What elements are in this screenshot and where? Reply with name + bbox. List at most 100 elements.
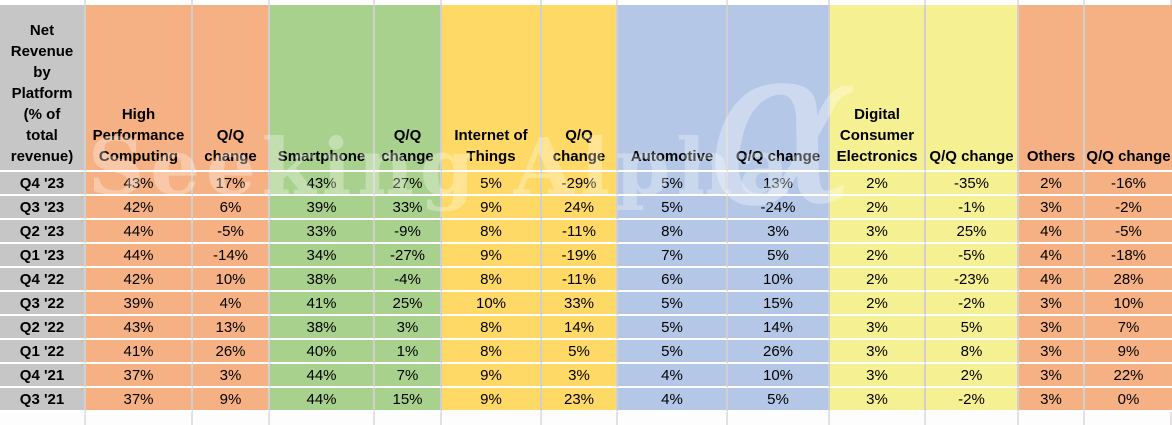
table-cell: 2% (830, 196, 926, 220)
table-cell: 43% (270, 172, 375, 196)
table-cell: 2% (926, 364, 1019, 388)
table-cell: 5% (618, 292, 728, 316)
table-cell: 38% (270, 316, 375, 340)
table-cell: 2% (830, 172, 926, 196)
table-cell: 44% (270, 388, 375, 412)
table-cell: 5% (542, 340, 618, 364)
table-cell: 44% (270, 364, 375, 388)
table-cell: 7% (375, 364, 442, 388)
table-cell: 3% (1019, 388, 1085, 412)
table-cell: 26% (193, 340, 270, 364)
table-cell: 33% (542, 292, 618, 316)
table-cell: 3% (1019, 196, 1085, 220)
table-cell: 4% (193, 292, 270, 316)
table-cell: 27% (375, 172, 442, 196)
table-cell: 5% (618, 340, 728, 364)
grid-strip-cell (830, 0, 926, 5)
table-cell: 42% (86, 196, 193, 220)
table-cell: 4% (1019, 220, 1085, 244)
grid-strip-cell (375, 0, 442, 5)
table-cell: -19% (542, 244, 618, 268)
table-cell: 9% (193, 388, 270, 412)
table-cell: 8% (442, 340, 542, 364)
table-row: Q3 '23 42% 6% 39% 33% 9% 24% 5% -24% 2% -1% 3% -2% (0, 196, 1172, 220)
table-cell: 10% (1085, 292, 1172, 316)
grid-strip-cell (618, 412, 728, 425)
table-cell: 3% (1019, 292, 1085, 316)
table-cell: 9% (442, 364, 542, 388)
table-row: Q3 '21 37% 9% 44% 15% 9% 23% 4% 5% 3% -2% 3% 0% (0, 388, 1172, 412)
table-cell: 3% (193, 364, 270, 388)
table-cell: 3% (1019, 316, 1085, 340)
table-cell: 34% (270, 244, 375, 268)
grid-strip-cell (1085, 412, 1172, 425)
grid-strip-cell (1019, 412, 1085, 425)
table-cell: 7% (1085, 316, 1172, 340)
table-cell: 3% (1019, 340, 1085, 364)
table-cell: -1% (926, 196, 1019, 220)
column-header: Q/Q change (542, 5, 618, 172)
column-header: Internet of Things (442, 5, 542, 172)
row-label: Q2 '23 (0, 220, 86, 244)
grid-strip-cell (926, 412, 1019, 425)
row-label: Q4 '23 (0, 172, 86, 196)
table-cell: 2% (830, 268, 926, 292)
grid-strip-cell (0, 0, 86, 5)
row-label: Q1 '22 (0, 340, 86, 364)
table-cell: 5% (728, 244, 830, 268)
table-row: Q1 '22 41% 26% 40% 1% 8% 5% 5% 26% 3% 8% 3% 9% (0, 340, 1172, 364)
column-header: Q/Q change (375, 5, 442, 172)
table-cell: 10% (728, 268, 830, 292)
table-cell: -27% (375, 244, 442, 268)
grid-strip-cell (542, 0, 618, 5)
bottom-grid-strip (0, 412, 1172, 425)
row-label: Q4 '22 (0, 268, 86, 292)
table-cell: 5% (926, 316, 1019, 340)
row-label: Q3 '23 (0, 196, 86, 220)
column-header: Q/Q change (1085, 5, 1172, 172)
grid-strip-cell (442, 0, 542, 5)
table-cell: -5% (193, 220, 270, 244)
grid-strip-cell (0, 412, 86, 425)
table-cell: 10% (442, 292, 542, 316)
table-cell: 3% (830, 220, 926, 244)
table-cell: 25% (375, 292, 442, 316)
table-cell: 8% (442, 220, 542, 244)
table-cell: 8% (442, 316, 542, 340)
grid-strip-cell (270, 0, 375, 5)
table-row: Q4 '23 43% 17% 43% 27% 5% -29% 5% 13% 2% -35% 2% -16… (0, 172, 1172, 196)
grid-strip-cell (193, 412, 270, 425)
table-cell: 9% (1085, 340, 1172, 364)
table-cell: 38% (270, 268, 375, 292)
table-cell: 3% (830, 364, 926, 388)
grid-strip-cell (86, 0, 193, 5)
table-cell: 44% (86, 244, 193, 268)
table-cell: 4% (618, 388, 728, 412)
table-row: Q2 '22 43% 13% 38% 3% 8% 14% 5% 14% 3% 5% 3% 7% (0, 316, 1172, 340)
table-cell: 5% (728, 388, 830, 412)
table-cell: 44% (86, 220, 193, 244)
table-cell: -11% (542, 268, 618, 292)
table-cell: 5% (618, 172, 728, 196)
row-label: Q3 '21 (0, 388, 86, 412)
grid-strip-cell (728, 0, 830, 5)
table-cell: -14% (193, 244, 270, 268)
table-cell: 25% (926, 220, 1019, 244)
column-header: Others (1019, 5, 1085, 172)
table-cell: 22% (1085, 364, 1172, 388)
grid-strip-cell (270, 412, 375, 425)
table-cell: 10% (728, 364, 830, 388)
column-header: Q/Q change (728, 5, 830, 172)
table-cell: 9% (442, 388, 542, 412)
table-row: Q3 '22 39% 4% 41% 25% 10% 33% 5% 15% 2% -2% 3% 10% (0, 292, 1172, 316)
table-cell: -35% (926, 172, 1019, 196)
table-cell: 1% (375, 340, 442, 364)
table-cell: 40% (270, 340, 375, 364)
grid-strip-cell (542, 412, 618, 425)
table-cell: 33% (375, 196, 442, 220)
table-cell: 14% (728, 316, 830, 340)
table-cell: 17% (193, 172, 270, 196)
table-cell: 37% (86, 364, 193, 388)
